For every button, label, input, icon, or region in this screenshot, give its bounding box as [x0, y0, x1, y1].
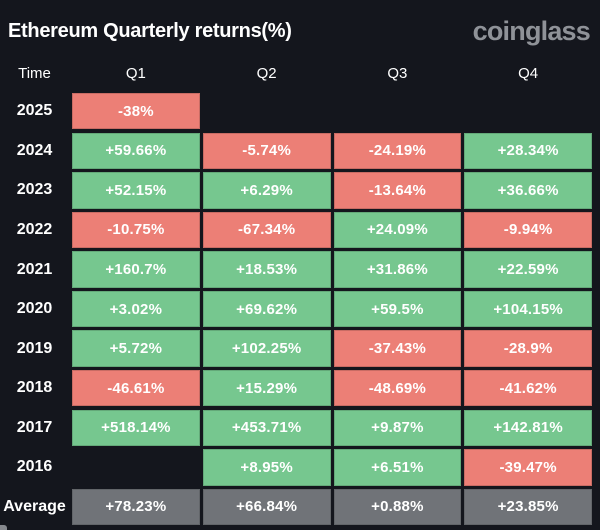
value-cell: -39.47% — [464, 449, 592, 486]
returns-table: Time Q1 Q2 Q3 Q4 2025 -38% 2024 +59.66% -5.7… — [0, 56, 592, 526]
table-row: 2022 -10.75% -67.34% +24.09% -9.94% — [0, 211, 592, 249]
time-label: 2019 — [16, 339, 53, 357]
value-cell: +160.7% — [72, 251, 200, 288]
column-header-q4: Q4 — [518, 65, 539, 82]
value-cell: +9.87% — [333, 409, 462, 447]
time-label: 2024 — [16, 141, 53, 159]
value-cell: -38% — [72, 93, 200, 130]
value-cell: +102.25% — [202, 330, 331, 367]
value-cell: +104.15% — [464, 290, 592, 328]
value-cell: -37.43% — [333, 330, 462, 367]
empty-cell — [464, 93, 592, 129]
table-row: 2024 +59.66% -5.74% -24.19% +28.34% — [0, 132, 592, 169]
value-cell: -41.62% — [464, 370, 592, 407]
time-label: 2021 — [16, 260, 53, 278]
title-bar: Ethereum Quarterly returns(%) coinglass — [0, 0, 600, 56]
table-row: 2023 +52.15% +6.29% -13.64% +36.66% — [0, 172, 592, 209]
value-cell: +69.62% — [202, 290, 331, 328]
value-cell: +28.34% — [464, 132, 592, 169]
value-cell: -48.69% — [333, 370, 462, 407]
empty-cell — [72, 449, 200, 485]
value-cell: +78.23% — [72, 488, 200, 526]
value-cell: -28.9% — [464, 330, 592, 367]
time-label: Average — [3, 497, 66, 515]
value-cell: -13.64% — [333, 172, 462, 209]
table-row: 2019 +5.72% +102.25% -37.43% -28.9% — [0, 330, 592, 367]
value-cell: +6.51% — [333, 449, 462, 486]
value-cell: +59.66% — [72, 132, 200, 169]
value-cell: +31.86% — [333, 251, 462, 288]
table-header-row: Time Q1 Q2 Q3 Q4 — [0, 56, 592, 91]
value-cell: +66.84% — [202, 488, 331, 526]
column-header-q3: Q3 — [387, 65, 408, 82]
value-cell: +23.85% — [464, 488, 592, 526]
value-cell: +5.72% — [72, 330, 200, 367]
value-cell: -67.34% — [202, 211, 331, 249]
table-row: 2016 +8.95% +6.51% -39.47% — [0, 449, 592, 486]
time-label: 2023 — [16, 181, 53, 199]
table-body: 2025 -38% 2024 +59.66% -5.74% -24.19% +28.34% 2… — [0, 93, 592, 526]
table-row: Average +78.23% +66.84% +0.88% +23.85% — [0, 488, 592, 526]
table-row: 2017 +518.14% +453.71% +9.87% +142.81% — [0, 409, 592, 447]
value-cell: -9.94% — [464, 211, 592, 249]
value-cell: -10.75% — [72, 211, 200, 249]
value-cell: +22.59% — [464, 251, 592, 288]
value-cell: +518.14% — [72, 409, 200, 447]
value-cell: -46.61% — [72, 370, 200, 407]
value-cell: +24.09% — [333, 211, 462, 249]
time-label: 2017 — [16, 418, 53, 436]
time-label: 2016 — [16, 458, 53, 476]
page-title: Ethereum Quarterly returns(%) — [8, 19, 292, 42]
table-row: 2021 +160.7% +18.53% +31.86% +22.59% — [0, 251, 592, 288]
value-cell: +52.15% — [72, 172, 200, 209]
empty-cell — [203, 93, 331, 129]
value-cell: +8.95% — [202, 449, 331, 486]
empty-cell — [334, 93, 462, 129]
value-cell: +453.71% — [202, 409, 331, 447]
corner-watermark-fragment — [0, 525, 7, 530]
value-cell: -24.19% — [333, 132, 462, 169]
coinglass-logo: coinglass — [472, 15, 591, 46]
time-label: 2018 — [16, 379, 53, 397]
time-label: 2022 — [16, 220, 53, 238]
column-header-time: Time — [18, 65, 51, 82]
value-cell: +36.66% — [464, 172, 592, 209]
value-cell: +15.29% — [202, 370, 331, 407]
value-cell: +0.88% — [333, 488, 462, 526]
column-header-q1: Q1 — [125, 65, 146, 82]
column-header-q2: Q2 — [256, 65, 277, 82]
value-cell: +3.02% — [72, 290, 200, 328]
value-cell: +142.81% — [464, 409, 592, 447]
value-cell: +6.29% — [202, 172, 331, 209]
value-cell: -5.74% — [202, 132, 331, 169]
table-row: 2025 -38% — [0, 93, 592, 130]
value-cell: +59.5% — [333, 290, 462, 328]
time-label: 2020 — [16, 300, 53, 318]
value-cell: +18.53% — [202, 251, 331, 288]
time-label: 2025 — [16, 102, 53, 120]
table-row: 2020 +3.02% +69.62% +59.5% +104.15% — [0, 290, 592, 328]
table-row: 2018 -46.61% +15.29% -48.69% -41.62% — [0, 370, 592, 407]
